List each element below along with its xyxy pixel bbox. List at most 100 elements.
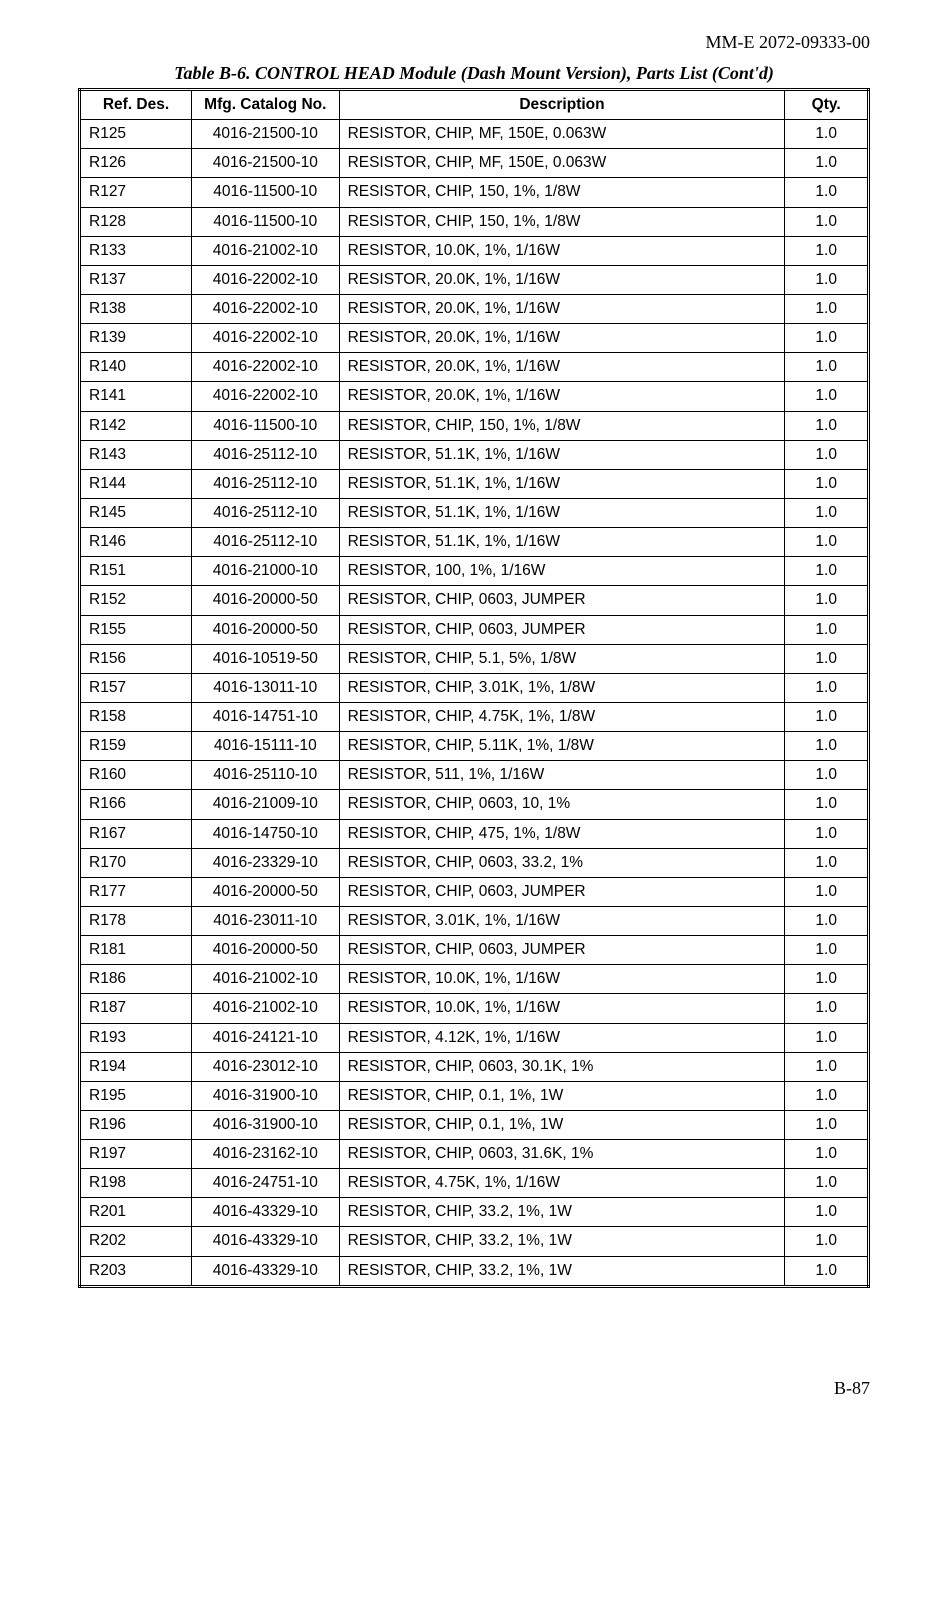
cell-qty: 1.0 [785, 353, 869, 382]
cell-ref: R142 [80, 411, 192, 440]
cell-desc: RESISTOR, 511, 1%, 1/16W [339, 761, 785, 790]
cell-ref: R193 [80, 1023, 192, 1052]
cell-ref: R156 [80, 644, 192, 673]
table-row: R1454016-25112-10RESISTOR, 51.1K, 1%, 1/… [80, 498, 869, 527]
table-row: R1604016-25110-10RESISTOR, 511, 1%, 1/16… [80, 761, 869, 790]
table-row: R1704016-23329-10RESISTOR, CHIP, 0603, 3… [80, 848, 869, 877]
cell-desc: RESISTOR, 51.1K, 1%, 1/16W [339, 498, 785, 527]
cell-desc: RESISTOR, CHIP, 475, 1%, 1/8W [339, 819, 785, 848]
cell-mfg: 4016-13011-10 [192, 673, 340, 702]
cell-qty: 1.0 [785, 1227, 869, 1256]
cell-qty: 1.0 [785, 382, 869, 411]
table-row: R1784016-23011-10RESISTOR, 3.01K, 1%, 1/… [80, 906, 869, 935]
cell-mfg: 4016-14750-10 [192, 819, 340, 848]
page-number: B-87 [78, 1378, 870, 1399]
cell-desc: RESISTOR, 51.1K, 1%, 1/16W [339, 528, 785, 557]
cell-qty: 1.0 [785, 1256, 869, 1286]
cell-qty: 1.0 [785, 586, 869, 615]
cell-ref: R127 [80, 178, 192, 207]
cell-ref: R133 [80, 236, 192, 265]
cell-mfg: 4016-21500-10 [192, 120, 340, 149]
parts-list-table: Ref. Des. Mfg. Catalog No. Description Q… [78, 88, 870, 1288]
table-row: R1874016-21002-10RESISTOR, 10.0K, 1%, 1/… [80, 994, 869, 1023]
table-row: R1394016-22002-10RESISTOR, 20.0K, 1%, 1/… [80, 324, 869, 353]
table-row: R1374016-22002-10RESISTOR, 20.0K, 1%, 1/… [80, 265, 869, 294]
cell-ref: R143 [80, 440, 192, 469]
table-row: R1284016-11500-10RESISTOR, CHIP, 150, 1%… [80, 207, 869, 236]
table-row: R1944016-23012-10RESISTOR, CHIP, 0603, 3… [80, 1052, 869, 1081]
cell-qty: 1.0 [785, 498, 869, 527]
table-row: R1434016-25112-10RESISTOR, 51.1K, 1%, 1/… [80, 440, 869, 469]
cell-desc: RESISTOR, 100, 1%, 1/16W [339, 557, 785, 586]
table-row: R1574016-13011-10RESISTOR, CHIP, 3.01K, … [80, 673, 869, 702]
cell-ref: R137 [80, 265, 192, 294]
cell-qty: 1.0 [785, 965, 869, 994]
cell-qty: 1.0 [785, 1023, 869, 1052]
cell-mfg: 4016-43329-10 [192, 1198, 340, 1227]
cell-qty: 1.0 [785, 1052, 869, 1081]
cell-qty: 1.0 [785, 178, 869, 207]
cell-mfg: 4016-25112-10 [192, 440, 340, 469]
cell-qty: 1.0 [785, 848, 869, 877]
cell-mfg: 4016-20000-50 [192, 936, 340, 965]
cell-ref: R194 [80, 1052, 192, 1081]
cell-qty: 1.0 [785, 469, 869, 498]
cell-qty: 1.0 [785, 149, 869, 178]
col-ref-des: Ref. Des. [80, 90, 192, 120]
document-id: MM-E 2072-09333-00 [78, 32, 870, 53]
cell-desc: RESISTOR, 4.75K, 1%, 1/16W [339, 1169, 785, 1198]
cell-qty: 1.0 [785, 236, 869, 265]
cell-desc: RESISTOR, CHIP, MF, 150E, 0.063W [339, 149, 785, 178]
cell-desc: RESISTOR, 10.0K, 1%, 1/16W [339, 236, 785, 265]
cell-mfg: 4016-15111-10 [192, 732, 340, 761]
table-row: R1254016-21500-10RESISTOR, CHIP, MF, 150… [80, 120, 869, 149]
cell-desc: RESISTOR, CHIP, 33.2, 1%, 1W [339, 1198, 785, 1227]
table-row: R1664016-21009-10RESISTOR, CHIP, 0603, 1… [80, 790, 869, 819]
cell-qty: 1.0 [785, 994, 869, 1023]
cell-ref: R159 [80, 732, 192, 761]
table-row: R1444016-25112-10RESISTOR, 51.1K, 1%, 1/… [80, 469, 869, 498]
cell-desc: RESISTOR, CHIP, 4.75K, 1%, 1/8W [339, 702, 785, 731]
cell-mfg: 4016-20000-50 [192, 615, 340, 644]
cell-ref: R146 [80, 528, 192, 557]
cell-mfg: 4016-23011-10 [192, 906, 340, 935]
table-row: R1464016-25112-10RESISTOR, 51.1K, 1%, 1/… [80, 528, 869, 557]
cell-desc: RESISTOR, CHIP, 0603, JUMPER [339, 586, 785, 615]
table-row: R1274016-11500-10RESISTOR, CHIP, 150, 1%… [80, 178, 869, 207]
cell-qty: 1.0 [785, 411, 869, 440]
cell-qty: 1.0 [785, 1169, 869, 1198]
cell-desc: RESISTOR, 20.0K, 1%, 1/16W [339, 265, 785, 294]
table-row: R1814016-20000-50RESISTOR, CHIP, 0603, J… [80, 936, 869, 965]
cell-ref: R155 [80, 615, 192, 644]
cell-ref: R152 [80, 586, 192, 615]
cell-mfg: 4016-25110-10 [192, 761, 340, 790]
cell-ref: R177 [80, 877, 192, 906]
cell-ref: R140 [80, 353, 192, 382]
cell-ref: R158 [80, 702, 192, 731]
table-row: R1334016-21002-10RESISTOR, 10.0K, 1%, 1/… [80, 236, 869, 265]
cell-ref: R187 [80, 994, 192, 1023]
cell-desc: RESISTOR, 20.0K, 1%, 1/16W [339, 353, 785, 382]
cell-qty: 1.0 [785, 732, 869, 761]
cell-desc: RESISTOR, CHIP, 0603, JUMPER [339, 877, 785, 906]
cell-qty: 1.0 [785, 1110, 869, 1139]
table-row: R2014016-43329-10RESISTOR, CHIP, 33.2, 1… [80, 1198, 869, 1227]
cell-ref: R198 [80, 1169, 192, 1198]
cell-qty: 1.0 [785, 440, 869, 469]
cell-mfg: 4016-14751-10 [192, 702, 340, 731]
cell-ref: R197 [80, 1140, 192, 1169]
table-row: R1404016-22002-10RESISTOR, 20.0K, 1%, 1/… [80, 353, 869, 382]
cell-desc: RESISTOR, CHIP, 5.1, 5%, 1/8W [339, 644, 785, 673]
cell-desc: RESISTOR, CHIP, 0603, 10, 1% [339, 790, 785, 819]
cell-mfg: 4016-22002-10 [192, 294, 340, 323]
cell-qty: 1.0 [785, 906, 869, 935]
cell-mfg: 4016-21000-10 [192, 557, 340, 586]
cell-ref: R202 [80, 1227, 192, 1256]
cell-ref: R151 [80, 557, 192, 586]
cell-mfg: 4016-21002-10 [192, 236, 340, 265]
cell-mfg: 4016-21500-10 [192, 149, 340, 178]
cell-ref: R178 [80, 906, 192, 935]
cell-mfg: 4016-31900-10 [192, 1081, 340, 1110]
cell-mfg: 4016-25112-10 [192, 528, 340, 557]
cell-qty: 1.0 [785, 790, 869, 819]
